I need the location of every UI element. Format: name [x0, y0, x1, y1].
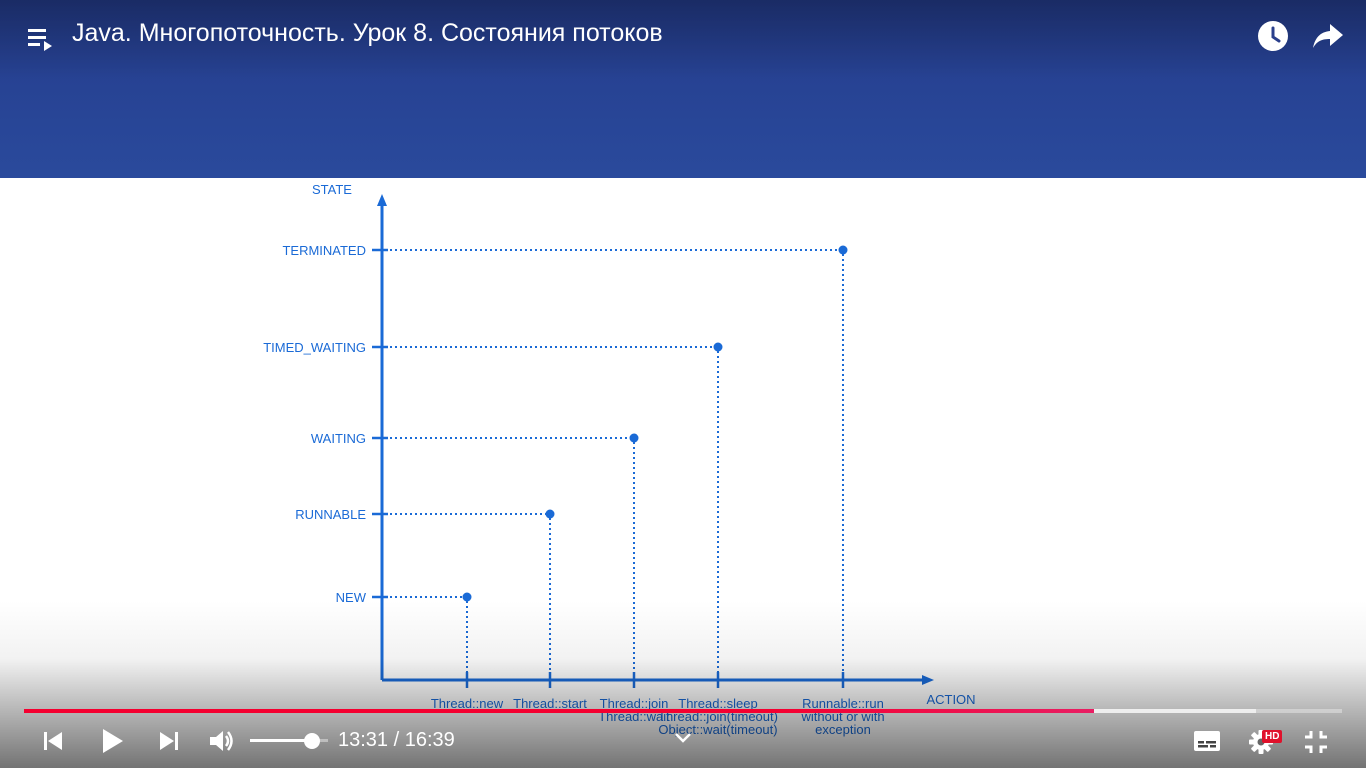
x-axis-arrow [922, 675, 934, 685]
share-icon[interactable] [1312, 22, 1344, 50]
y-tick-label: TIMED_WAITING [263, 340, 366, 355]
video-title[interactable]: Java. Многопоточность. Урок 8. Состояния… [72, 19, 663, 47]
volume-handle[interactable] [304, 733, 321, 749]
time-display: 13:31 / 16:39 [338, 729, 455, 752]
volume-slider[interactable] [250, 733, 328, 749]
y-axis-label: STATE [312, 182, 352, 197]
play-icon[interactable] [98, 726, 126, 756]
y-tick-label: RUNNABLE [295, 507, 366, 522]
next-icon[interactable] [156, 728, 182, 754]
hd-badge: HD [1262, 730, 1283, 743]
previous-icon[interactable] [40, 728, 66, 754]
data-point [462, 592, 472, 602]
x-axis-label: ACTION [926, 692, 975, 707]
progress-played [24, 709, 1095, 713]
y-tick-label: NEW [336, 590, 367, 605]
volume-level [250, 739, 313, 742]
y-axis-arrow [377, 194, 387, 206]
subtitles-icon[interactable] [1193, 729, 1221, 753]
player-top-bar: Java. Многопоточность. Урок 8. Состояния… [0, 0, 1366, 80]
slide-header-band [0, 0, 1366, 178]
watch-later-icon[interactable] [1257, 20, 1289, 52]
volume-icon[interactable] [208, 728, 236, 754]
x-tick-label: exception [815, 722, 871, 737]
data-point [838, 245, 848, 255]
progress-bar[interactable] [24, 709, 1342, 713]
y-tick-label: WAITING [311, 431, 366, 446]
data-point [629, 433, 639, 443]
data-point [713, 342, 723, 352]
time-separator: / [388, 729, 405, 751]
duration: 16:39 [404, 729, 455, 751]
current-time: 13:31 [338, 729, 389, 751]
chevron-down-icon[interactable] [672, 730, 694, 746]
data-point [545, 509, 555, 519]
exit-fullscreen-icon[interactable] [1302, 728, 1330, 756]
playlist-icon[interactable] [26, 25, 56, 53]
y-tick-label: TERMINATED [282, 243, 366, 258]
